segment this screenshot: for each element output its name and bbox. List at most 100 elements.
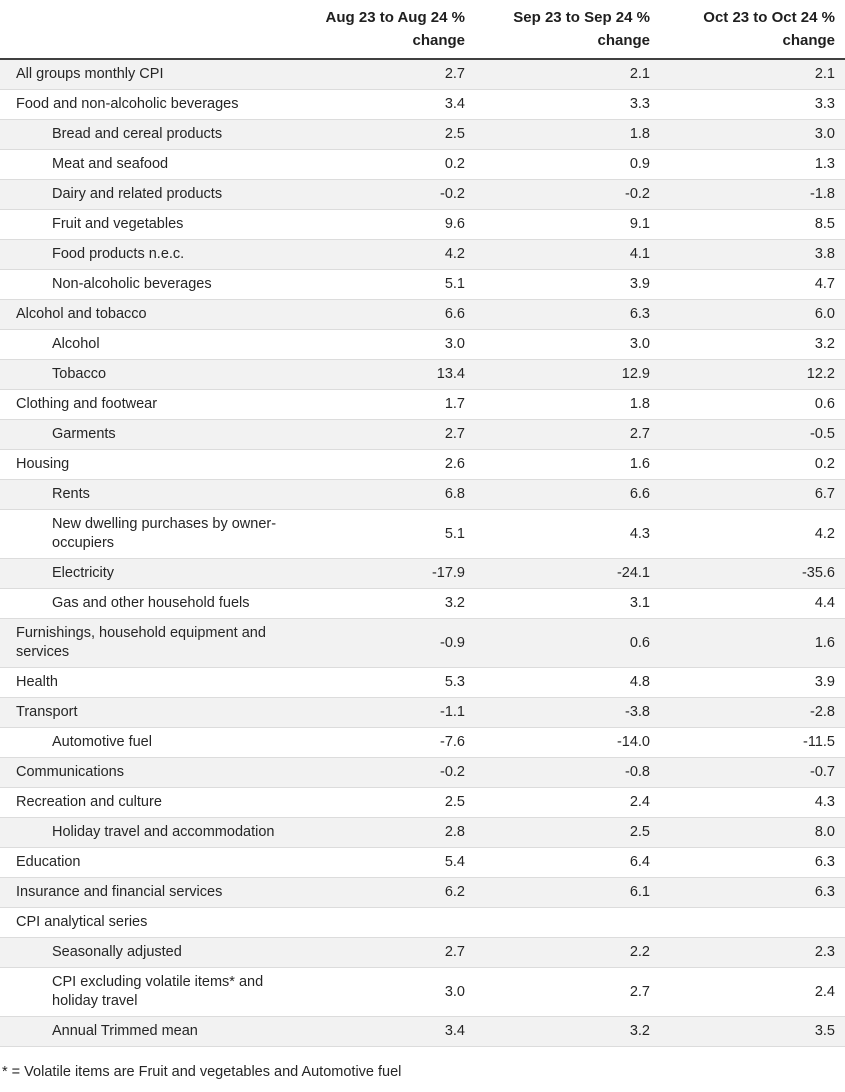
row-label: CPI analytical series [0, 907, 290, 938]
row-value: -0.2 [475, 179, 660, 210]
row-value: -1.8 [660, 179, 845, 210]
row-value: 3.0 [660, 119, 845, 150]
row-label: Alcohol and tobacco [0, 299, 290, 330]
row-value: 3.2 [660, 329, 845, 360]
header-row: Aug 23 to Aug 24 % change Sep 23 to Sep … [0, 0, 845, 60]
table-row: New dwelling purchases by owner-occupier… [0, 509, 845, 559]
table-row: CPI analytical series [0, 907, 845, 938]
row-value: 1.7 [290, 389, 475, 420]
row-value [660, 907, 845, 938]
row-value: 2.4 [660, 967, 845, 1017]
row-value: 1.8 [475, 389, 660, 420]
row-value: 6.6 [475, 479, 660, 510]
row-value: 6.2 [290, 877, 475, 908]
row-value: -0.9 [290, 618, 475, 668]
row-value: 5.1 [290, 269, 475, 300]
row-label: Communications [0, 757, 290, 788]
row-label: Non-alcoholic beverages [0, 269, 290, 300]
row-value: 0.6 [660, 389, 845, 420]
row-value: -0.7 [660, 757, 845, 788]
row-value: 6.3 [660, 847, 845, 878]
row-value: 3.4 [290, 1016, 475, 1047]
row-label: Garments [0, 419, 290, 450]
row-value: 3.2 [475, 1016, 660, 1047]
row-label: Tobacco [0, 359, 290, 390]
row-value: 3.1 [475, 588, 660, 619]
row-label: Meat and seafood [0, 149, 290, 180]
table-row: Automotive fuel -7.6 -14.0 -11.5 [0, 727, 845, 758]
table-row: Alcohol and tobacco 6.6 6.3 6.0 [0, 299, 845, 330]
row-label: Fruit and vegetables [0, 209, 290, 240]
table-row: Fruit and vegetables 9.6 9.1 8.5 [0, 209, 845, 240]
row-value: 2.5 [475, 817, 660, 848]
row-value: 0.9 [475, 149, 660, 180]
footnote: * = Volatile items are Fruit and vegetab… [2, 1064, 402, 1080]
row-value: 5.1 [290, 509, 475, 559]
row-value: 8.0 [660, 817, 845, 848]
row-label: Seasonally adjusted [0, 937, 290, 968]
row-value: 6.0 [660, 299, 845, 330]
row-value: 2.6 [290, 449, 475, 480]
row-value: 4.3 [475, 509, 660, 559]
row-label: Dairy and related products [0, 179, 290, 210]
row-value: -0.5 [660, 419, 845, 450]
row-value: 9.6 [290, 209, 475, 240]
row-value: 2.1 [475, 59, 660, 90]
row-value [475, 907, 660, 938]
row-value: 3.5 [660, 1016, 845, 1047]
row-value: 8.5 [660, 209, 845, 240]
row-value: 6.3 [660, 877, 845, 908]
header-col-sep: Sep 23 to Sep 24 % change [475, 0, 660, 60]
row-value: 2.8 [290, 817, 475, 848]
row-label: CPI excluding volatile items* and holida… [0, 967, 290, 1017]
row-value: 1.6 [660, 618, 845, 668]
row-value: 3.0 [290, 967, 475, 1017]
row-value: -24.1 [475, 558, 660, 589]
table-row: Clothing and footwear 1.7 1.8 0.6 [0, 389, 845, 420]
table-row: Annual Trimmed mean 3.4 3.2 3.5 [0, 1016, 845, 1047]
table-row: Recreation and culture 2.5 2.4 4.3 [0, 787, 845, 818]
row-value: 3.3 [660, 89, 845, 120]
row-value: 0.6 [475, 618, 660, 668]
header-empty-cell [0, 0, 290, 60]
row-value: 2.7 [290, 937, 475, 968]
row-value: -11.5 [660, 727, 845, 758]
row-value: 6.4 [475, 847, 660, 878]
table-body: All groups monthly CPI 2.7 2.1 2.1 Food and … [0, 59, 845, 1047]
cpi-table: Aug 23 to Aug 24 % change Sep 23 to Sep … [0, 0, 845, 1047]
table-row: All groups monthly CPI 2.7 2.1 2.1 [0, 59, 845, 90]
row-value: 6.3 [475, 299, 660, 330]
table-row: Meat and seafood 0.2 0.9 1.3 [0, 149, 845, 180]
row-label: Bread and cereal products [0, 119, 290, 150]
row-value: -2.8 [660, 697, 845, 728]
row-label: Electricity [0, 558, 290, 589]
row-value: 9.1 [475, 209, 660, 240]
row-label: Housing [0, 449, 290, 480]
row-value: 4.3 [660, 787, 845, 818]
table-row: Tobacco 13.4 12.9 12.2 [0, 359, 845, 390]
row-label: Clothing and footwear [0, 389, 290, 420]
row-value: 1.3 [660, 149, 845, 180]
table-header: Aug 23 to Aug 24 % change Sep 23 to Sep … [0, 0, 845, 60]
row-label: Rents [0, 479, 290, 510]
table-row: Alcohol 3.0 3.0 3.2 [0, 329, 845, 360]
row-value: -0.2 [290, 757, 475, 788]
row-value: 0.2 [660, 449, 845, 480]
header-col-aug: Aug 23 to Aug 24 % change [290, 0, 475, 60]
row-value: 4.4 [660, 588, 845, 619]
row-value: 2.2 [475, 937, 660, 968]
row-value: 3.4 [290, 89, 475, 120]
row-value: -1.1 [290, 697, 475, 728]
row-value: 1.8 [475, 119, 660, 150]
table-row: CPI excluding volatile items* and holida… [0, 967, 845, 1017]
row-value: -35.6 [660, 558, 845, 589]
row-label: Insurance and financial services [0, 877, 290, 908]
row-label: Health [0, 667, 290, 698]
row-label: Furnishings, household equipment and ser… [0, 618, 290, 668]
row-value: 2.7 [290, 59, 475, 90]
table-row: Education 5.4 6.4 6.3 [0, 847, 845, 878]
row-value: 3.9 [475, 269, 660, 300]
header-col-oct: Oct 23 to Oct 24 % change [660, 0, 845, 60]
row-label: Education [0, 847, 290, 878]
